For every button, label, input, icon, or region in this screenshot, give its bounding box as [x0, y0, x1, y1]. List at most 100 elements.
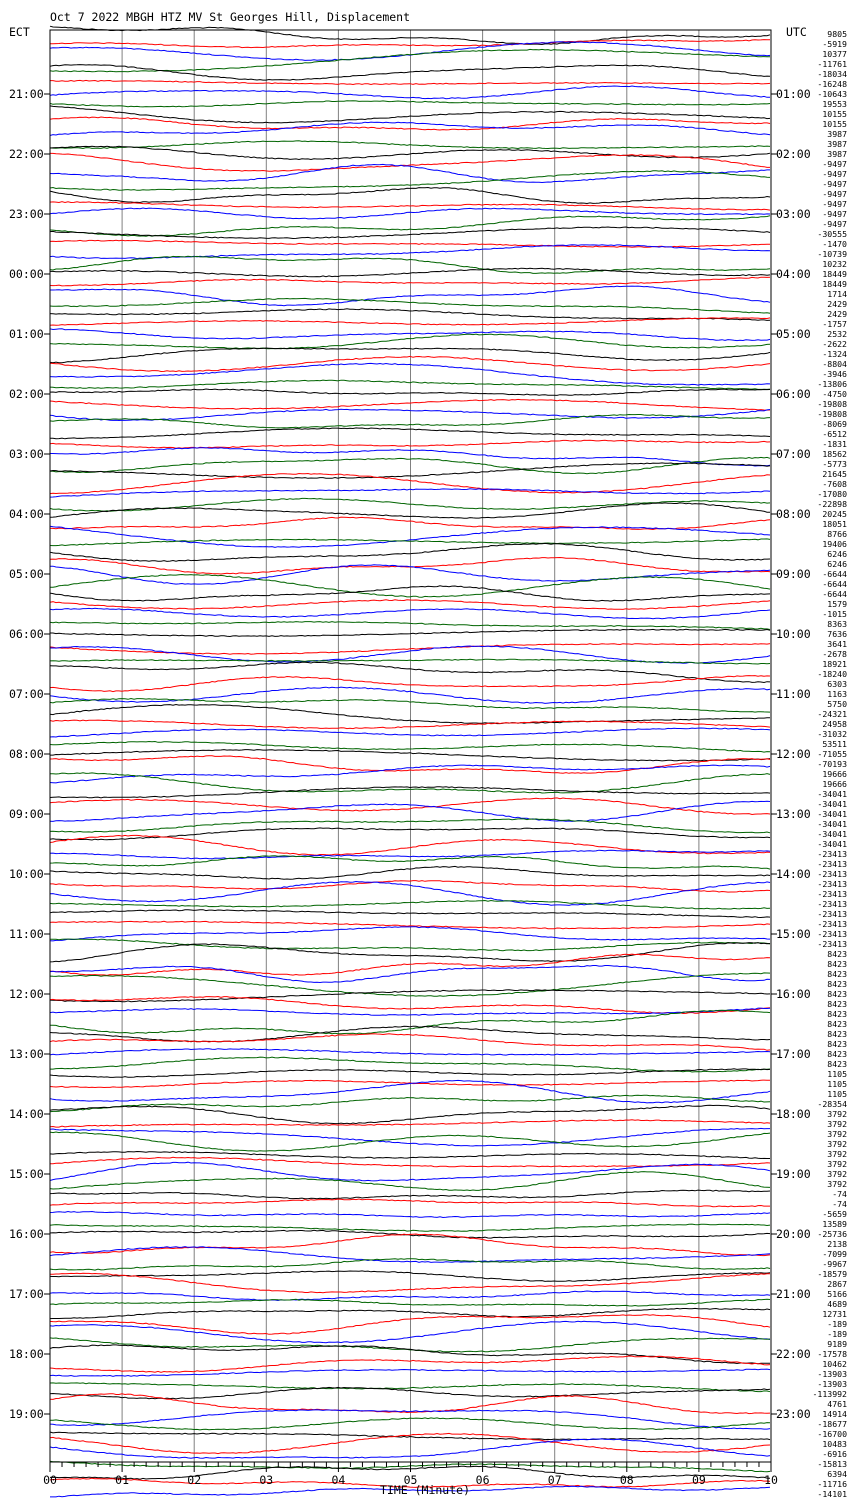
trace-line	[49, 85, 771, 100]
right-hour-label: 13:00	[776, 807, 811, 821]
trace-line	[49, 100, 771, 108]
trace-value: -34041	[817, 819, 847, 829]
trace-value: -8069	[822, 419, 847, 429]
trace-value: 6246	[827, 559, 847, 569]
trace-line	[49, 379, 771, 390]
trace-line	[49, 502, 770, 519]
trace-value: 19406	[822, 539, 847, 549]
trace-value: -3946	[822, 369, 847, 379]
left-hour-label: 02:00	[9, 387, 44, 401]
trace-line	[49, 818, 771, 834]
right-hour-label: 14:00	[776, 867, 811, 881]
trace-value: -9497	[822, 219, 847, 229]
trace-value: -1015	[822, 609, 847, 619]
trace-value: -31032	[817, 729, 847, 739]
trace-value: 5166	[827, 1289, 847, 1299]
right-hour-label: 20:00	[776, 1227, 811, 1241]
trace-line	[49, 697, 771, 713]
trace-value: -18579	[817, 1269, 847, 1279]
trace-line	[49, 1270, 771, 1282]
trace-value: -7099	[822, 1249, 847, 1259]
trace-value: 8423	[827, 959, 847, 969]
trace-value: 8423	[827, 1039, 847, 1049]
x-tick-label: 03	[259, 1473, 273, 1487]
trace-value: 3792	[827, 1149, 847, 1159]
trace-value: -23413	[817, 909, 847, 919]
trace-line	[49, 1477, 771, 1488]
trace-line	[49, 239, 770, 248]
right-hour-label: 01:00	[776, 87, 811, 101]
trace-line	[49, 201, 771, 211]
trace-line	[49, 255, 771, 274]
trace-line	[49, 675, 771, 693]
x-tick-label: 02	[187, 1473, 201, 1487]
trace-line	[49, 355, 771, 373]
trace-value: -1831	[822, 439, 847, 449]
trace-value: -9497	[822, 179, 847, 189]
trace-line	[50, 564, 771, 585]
trace-line	[50, 152, 770, 172]
trace-line	[49, 362, 771, 386]
trace-line	[49, 1119, 771, 1128]
trace-value: -16700	[817, 1429, 847, 1439]
trace-value: -16248	[817, 79, 847, 89]
trace-line	[49, 116, 771, 131]
trace-line	[49, 297, 771, 314]
trace-line	[49, 226, 771, 240]
trace-line	[49, 1355, 771, 1373]
trace-value: -13903	[817, 1369, 847, 1379]
trace-line	[49, 186, 771, 205]
trace-line	[49, 800, 771, 822]
trace-value: -23413	[817, 869, 847, 879]
trace-value: 2429	[827, 299, 847, 309]
trace-value: -23413	[817, 939, 847, 949]
trace-value: -189	[827, 1329, 847, 1339]
left-hour-label: 06:00	[9, 627, 44, 641]
trace-value: -9497	[822, 199, 847, 209]
right-hour-label: 03:00	[776, 207, 811, 221]
trace-line	[50, 447, 771, 467]
trace-line	[49, 333, 771, 350]
trace-value: 20245	[822, 509, 847, 519]
trace-line	[49, 827, 771, 841]
trace-line	[49, 398, 771, 411]
trace-value: 1105	[827, 1069, 847, 1079]
trace-line	[49, 1033, 771, 1051]
trace-line	[49, 1307, 771, 1320]
trace-line	[49, 880, 771, 906]
trace-value: -9967	[822, 1259, 847, 1269]
trace-value: 19666	[822, 769, 847, 779]
trace-line	[49, 408, 771, 422]
trace-line	[49, 855, 771, 870]
trace-line	[50, 938, 771, 952]
trace-value: 19666	[822, 779, 847, 789]
trace-value: -9497	[822, 159, 847, 169]
trace-line	[49, 347, 771, 364]
trace-line	[49, 703, 771, 725]
trace-value: 3641	[827, 639, 847, 649]
right-hour-label: 12:00	[776, 747, 811, 761]
trace-value: 8423	[827, 1059, 847, 1069]
trace-line	[49, 439, 771, 449]
trace-value: 6246	[827, 549, 847, 559]
left-hour-label: 16:00	[9, 1227, 44, 1241]
trace-line	[49, 899, 771, 910]
x-axis-label: TIME (Minute)	[380, 1483, 470, 1497]
trace-line	[49, 1104, 771, 1125]
trace-line	[50, 749, 771, 762]
trace-line	[49, 953, 771, 976]
trace-value: -5919	[822, 39, 847, 49]
trace-line	[49, 472, 771, 495]
right-hour-label: 07:00	[776, 447, 811, 461]
left-hour-label: 18:00	[9, 1347, 44, 1361]
trace-value: -113992	[812, 1389, 847, 1399]
trace-value: 13589	[822, 1219, 847, 1229]
trace-line	[49, 599, 771, 610]
left-hour-label: 13:00	[9, 1047, 44, 1061]
trace-line	[49, 1344, 770, 1365]
trace-line	[49, 1171, 771, 1192]
trace-value: 12731	[822, 1309, 847, 1319]
trace-line	[49, 1210, 771, 1219]
left-hour-label: 09:00	[9, 807, 44, 821]
trace-line	[49, 658, 771, 665]
